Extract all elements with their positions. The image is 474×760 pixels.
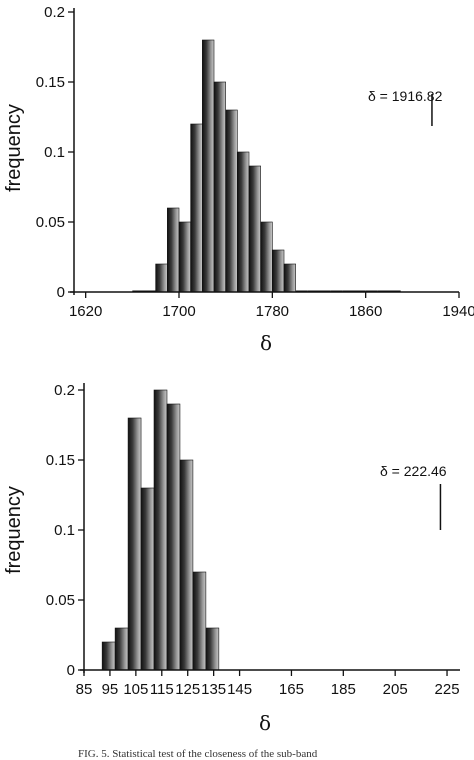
- y-tick-label: 0.15: [46, 452, 75, 469]
- x-tick-label: 225: [435, 681, 460, 698]
- histogram-bar: [166, 403, 181, 671]
- x-tick-label: 145: [227, 681, 252, 698]
- histogram-bar: [237, 151, 250, 293]
- histogram-bottom: frequency 00.050.10.150.2 85 95 105 115 125 1…: [3, 382, 460, 735]
- y-tick-label: 0: [57, 284, 65, 301]
- bars-top: [132, 39, 401, 293]
- y-tick-label: 0.2: [44, 4, 65, 21]
- histogram-bar: [101, 641, 116, 671]
- y-tick-label: 0.1: [54, 522, 75, 539]
- y-tick-label: 0.05: [46, 592, 75, 609]
- x-axis-title-bottom: δ: [259, 711, 271, 735]
- histogram-bar: [213, 81, 226, 293]
- histogram-bar: [155, 263, 168, 293]
- y-axis-title-bottom: frequency: [3, 486, 25, 574]
- x-tick-label: 205: [383, 681, 408, 698]
- y-ticks-bottom: 0 0.05 0.1 0.15 0.2: [46, 382, 84, 679]
- y-tick-label: 0.05: [36, 214, 65, 231]
- x-axis-title-top: δ: [260, 331, 272, 355]
- y-axis-title-top: frequency: [3, 104, 25, 192]
- y-tick-label: 0.2: [54, 382, 75, 399]
- histogram-bar: [283, 263, 296, 293]
- histogram-bar: [140, 487, 155, 671]
- y-tick-label: 0.1: [44, 144, 65, 161]
- x-tick-label: 125: [175, 681, 200, 698]
- x-tick-label: 185: [331, 681, 356, 698]
- histogram-bar: [190, 123, 203, 293]
- histogram-bar: [167, 207, 180, 293]
- histogram-bar: [202, 39, 215, 293]
- x-tick-label: 115: [150, 681, 174, 698]
- x-ticks-bottom: 85 95 105 115 125 135 145 165 185 205 225: [76, 670, 460, 698]
- x-tick-label: 165: [279, 681, 304, 698]
- x-tick-label: 85: [76, 681, 93, 698]
- annotation-label-bottom: δ = 222.46: [380, 463, 447, 479]
- histogram-top: frequency 0 0.05 0.1 0.15 0.2 1620 1700 1780 18…: [3, 4, 474, 355]
- y-tick-label: 0.15: [36, 74, 65, 91]
- x-ticks-top: 1620 1700 1780 1860 1940: [69, 292, 474, 320]
- histogram-bar: [153, 389, 168, 671]
- x-tick-label: 1620: [69, 303, 102, 320]
- x-tick-label: 105: [123, 681, 148, 698]
- histogram-bar: [192, 571, 207, 671]
- x-tick-label: 1700: [162, 303, 195, 320]
- x-tick-label: 1940: [442, 303, 474, 320]
- x-tick-label: 135: [201, 681, 226, 698]
- x-tick-label: 1860: [349, 303, 382, 320]
- histogram-bar: [260, 221, 273, 293]
- histogram-bar: [178, 221, 191, 293]
- histogram-bar: [248, 165, 261, 293]
- histogram-bar: [272, 249, 285, 293]
- histogram-bar: [225, 109, 238, 293]
- histogram-bar: [179, 459, 194, 671]
- figure-caption: FIG. 5. Statistical test of the closenes…: [78, 748, 318, 760]
- annotation-label-top: δ = 1916.82: [368, 88, 443, 104]
- x-tick-label: 95: [102, 681, 119, 698]
- y-tick-label: 0: [67, 662, 75, 679]
- histogram-bar: [205, 627, 220, 671]
- histogram-bar: [114, 627, 129, 671]
- x-tick-label: 1780: [256, 303, 289, 320]
- bars-bottom: [101, 389, 220, 671]
- histogram-bar: [127, 417, 142, 671]
- y-ticks-top: 0 0.05 0.1 0.15 0.2: [36, 4, 74, 301]
